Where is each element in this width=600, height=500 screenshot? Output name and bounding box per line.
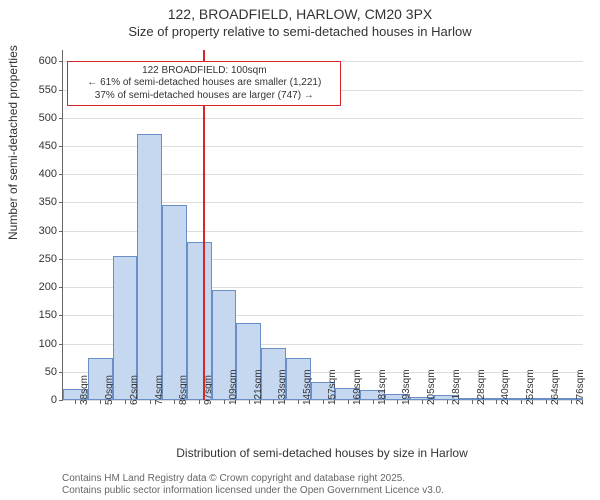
x-tick: [75, 400, 76, 404]
x-tick-label: 276sqm: [575, 369, 586, 405]
y-tick-label: 200: [23, 281, 57, 293]
x-axis-label: Distribution of semi-detached houses by …: [62, 446, 582, 460]
y-tick: [59, 202, 63, 203]
chart-subtitle: Size of property relative to semi-detach…: [0, 24, 600, 39]
histogram-bar: [137, 134, 162, 400]
x-tick: [249, 400, 250, 404]
y-tick-label: 100: [23, 338, 57, 350]
y-tick: [59, 61, 63, 62]
x-tick: [224, 400, 225, 404]
footer-licence: Contains public sector information licen…: [62, 485, 444, 496]
annotation-box: 122 BROADFIELD: 100sqm← 61% of semi-deta…: [67, 61, 341, 107]
y-tick: [59, 315, 63, 316]
x-tick: [546, 400, 547, 404]
x-tick: [422, 400, 423, 404]
annotation-line-3: 37% of semi-detached houses are larger (…: [74, 90, 334, 103]
y-tick: [59, 231, 63, 232]
x-tick: [298, 400, 299, 404]
gridline-h: [63, 118, 583, 119]
x-tick: [323, 400, 324, 404]
histogram-bar: [162, 205, 187, 400]
y-tick-label: 400: [23, 168, 57, 180]
y-tick: [59, 372, 63, 373]
x-tick: [447, 400, 448, 404]
y-tick-label: 50: [23, 366, 57, 378]
footer-copyright: Contains HM Land Registry data © Crown c…: [62, 473, 405, 484]
y-tick-label: 500: [23, 112, 57, 124]
y-tick: [59, 259, 63, 260]
y-axis-label: Number of semi-detached properties: [6, 45, 20, 240]
x-tick: [472, 400, 473, 404]
x-tick: [150, 400, 151, 404]
annotation-line-1: 122 BROADFIELD: 100sqm: [74, 65, 334, 78]
y-tick-label: 0: [23, 394, 57, 406]
x-tick: [348, 400, 349, 404]
y-tick: [59, 400, 63, 401]
y-tick-label: 350: [23, 196, 57, 208]
y-tick: [59, 118, 63, 119]
x-tick: [199, 400, 200, 404]
chart-container: 122, BROADFIELD, HARLOW, CM20 3PX Size o…: [0, 0, 600, 500]
x-tick: [496, 400, 497, 404]
y-tick-label: 600: [23, 55, 57, 67]
y-tick-label: 450: [23, 140, 57, 152]
y-tick-label: 300: [23, 225, 57, 237]
y-tick: [59, 146, 63, 147]
y-tick: [59, 344, 63, 345]
x-tick: [521, 400, 522, 404]
x-tick: [373, 400, 374, 404]
x-tick: [174, 400, 175, 404]
x-tick: [397, 400, 398, 404]
x-tick: [125, 400, 126, 404]
x-tick: [273, 400, 274, 404]
y-tick: [59, 90, 63, 91]
y-tick-label: 250: [23, 253, 57, 265]
x-tick: [100, 400, 101, 404]
x-tick: [571, 400, 572, 404]
y-tick: [59, 174, 63, 175]
y-tick-label: 150: [23, 309, 57, 321]
y-tick: [59, 287, 63, 288]
y-tick-label: 550: [23, 84, 57, 96]
chart-title: 122, BROADFIELD, HARLOW, CM20 3PX: [0, 6, 600, 22]
plot-area: 05010015020025030035040045050055060038sq…: [62, 50, 583, 401]
annotation-line-2: ← 61% of semi-detached houses are smalle…: [74, 77, 334, 90]
